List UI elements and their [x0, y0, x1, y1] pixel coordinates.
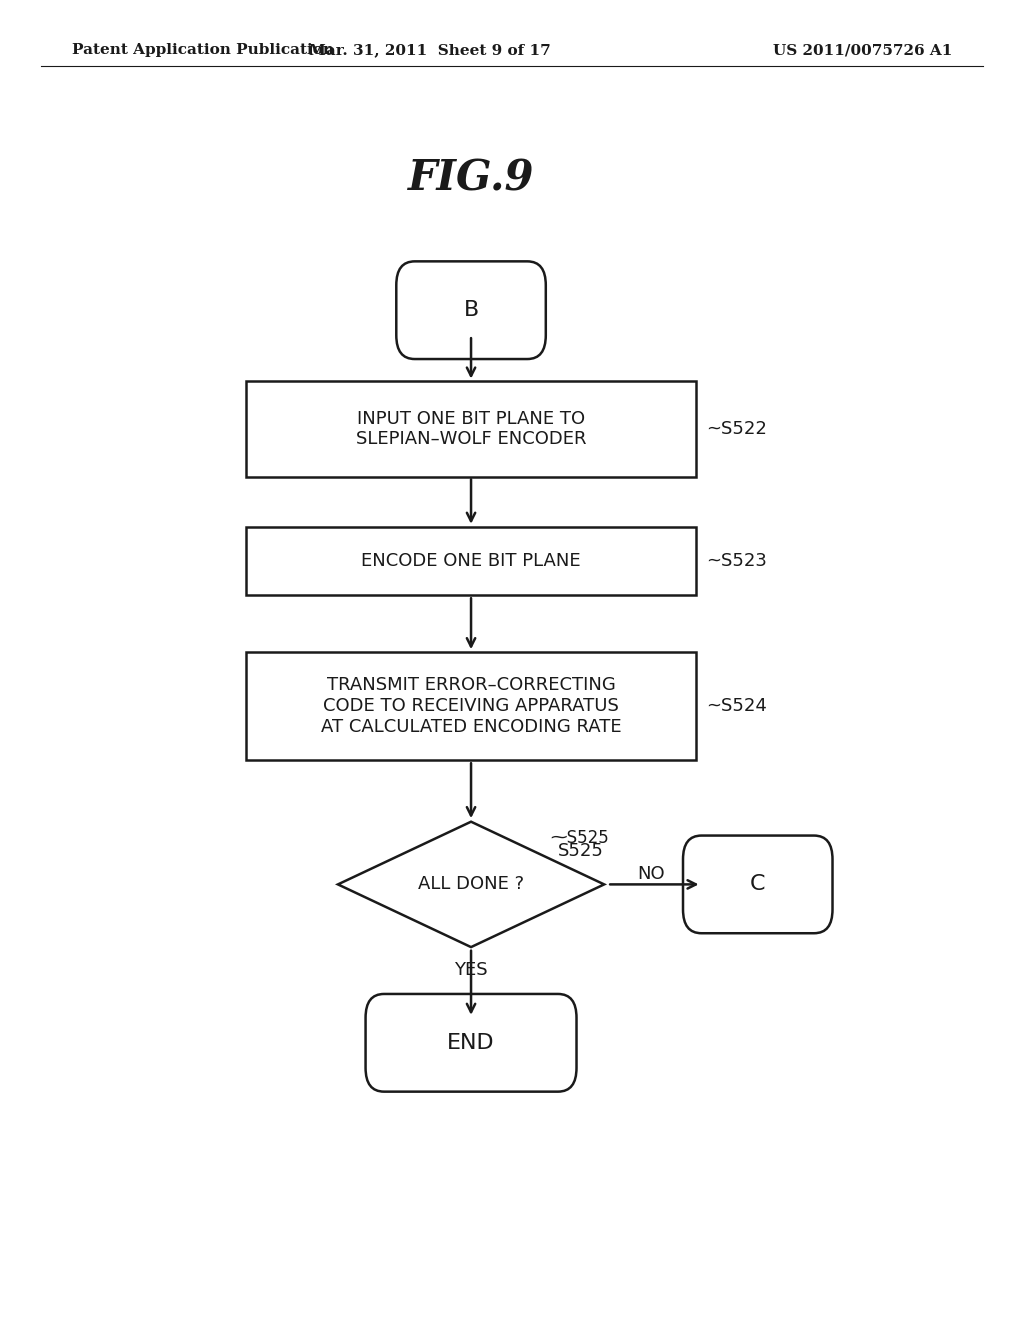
- Text: NO: NO: [637, 865, 665, 883]
- Text: S525: S525: [558, 842, 604, 861]
- Polygon shape: [338, 821, 604, 948]
- FancyBboxPatch shape: [683, 836, 833, 933]
- Text: YES: YES: [455, 961, 487, 979]
- Text: Patent Application Publication: Patent Application Publication: [72, 44, 334, 57]
- FancyBboxPatch shape: [366, 994, 577, 1092]
- Text: INPUT ONE BIT PLANE TO
SLEPIAN–WOLF ENCODER: INPUT ONE BIT PLANE TO SLEPIAN–WOLF ENCO…: [355, 409, 587, 449]
- Bar: [246, 652, 696, 760]
- Text: ⁓S525: ⁓S525: [550, 829, 608, 847]
- FancyBboxPatch shape: [396, 261, 546, 359]
- Text: ~S524: ~S524: [707, 697, 767, 715]
- Text: Mar. 31, 2011  Sheet 9 of 17: Mar. 31, 2011 Sheet 9 of 17: [309, 44, 551, 57]
- Text: ENCODE ONE BIT PLANE: ENCODE ONE BIT PLANE: [361, 552, 581, 570]
- Text: END: END: [447, 1032, 495, 1053]
- Text: B: B: [464, 300, 478, 321]
- Text: FIG.9: FIG.9: [408, 157, 535, 199]
- Bar: [246, 381, 696, 477]
- Text: ~S523: ~S523: [707, 552, 767, 570]
- Bar: [246, 527, 696, 595]
- Text: C: C: [750, 874, 766, 895]
- Text: TRANSMIT ERROR–CORRECTING
CODE TO RECEIVING APPARATUS
AT CALCULATED ENCODING RAT: TRANSMIT ERROR–CORRECTING CODE TO RECEIV…: [321, 676, 622, 737]
- Text: ALL DONE ?: ALL DONE ?: [418, 875, 524, 894]
- Text: US 2011/0075726 A1: US 2011/0075726 A1: [773, 44, 952, 57]
- Text: ~S522: ~S522: [707, 420, 767, 438]
